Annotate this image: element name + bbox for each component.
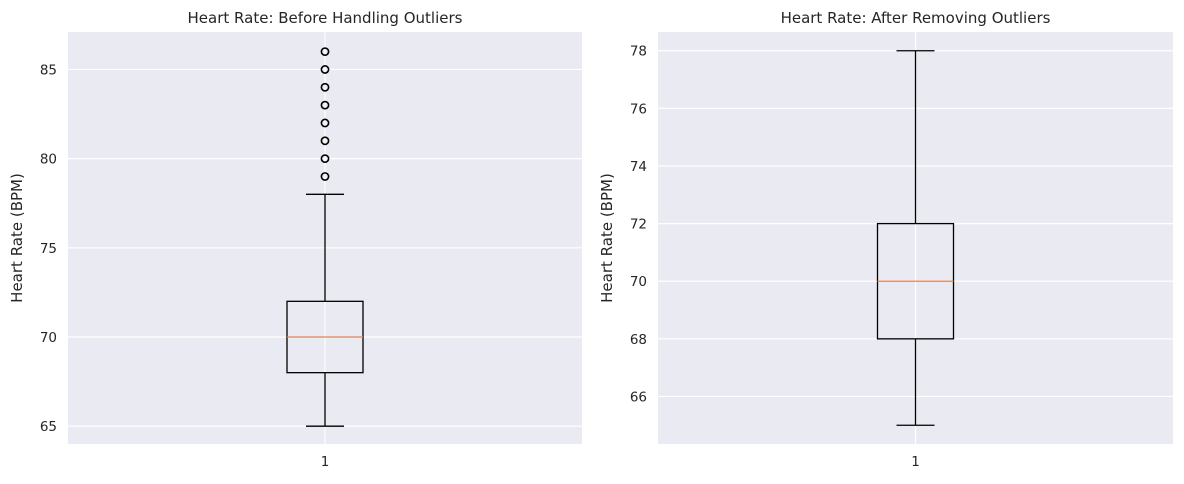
- x-tick-label: 1: [911, 454, 920, 470]
- y-tick-label: 74: [630, 159, 647, 175]
- outlier-point: [320, 65, 330, 74]
- y-tick-label: 80: [40, 152, 57, 168]
- outlier-point: [320, 136, 330, 146]
- y-tick-label: 78: [630, 44, 647, 60]
- chart-panel-after: 66 68 70 72 74 76 78 1 Heart Rate: After Removin…: [598, 9, 1173, 470]
- outlier-point: [320, 172, 330, 181]
- y-tick-label: 75: [40, 241, 57, 257]
- outlier-point: [320, 154, 330, 164]
- y-tick-label: 70: [630, 274, 647, 290]
- outlier-point: [320, 100, 330, 110]
- y-axis-label: Heart Rate (BPM): [8, 173, 26, 303]
- y-tick-label: 85: [40, 62, 57, 78]
- x-tick-label: 1: [321, 454, 330, 470]
- chart-panel-before: 65 70 75 80 85 1 Heart Rate: Before Handling O…: [8, 9, 582, 470]
- outlier-point: [320, 47, 330, 57]
- y-tick-label: 76: [630, 101, 647, 117]
- y-axis-label: Heart Rate (BPM): [598, 173, 616, 303]
- y-tick-label: 68: [630, 332, 647, 348]
- outlier-point: [320, 118, 330, 128]
- y-tick-label: 72: [630, 217, 647, 233]
- outlier-point: [320, 82, 330, 92]
- chart-title: Heart Rate: After Removing Outliers: [781, 9, 1051, 27]
- y-tick-label: 65: [40, 419, 57, 435]
- chart-title: Heart Rate: Before Handling Outliers: [188, 9, 463, 27]
- y-tick-label: 66: [630, 389, 647, 405]
- y-tick-label: 70: [40, 330, 57, 346]
